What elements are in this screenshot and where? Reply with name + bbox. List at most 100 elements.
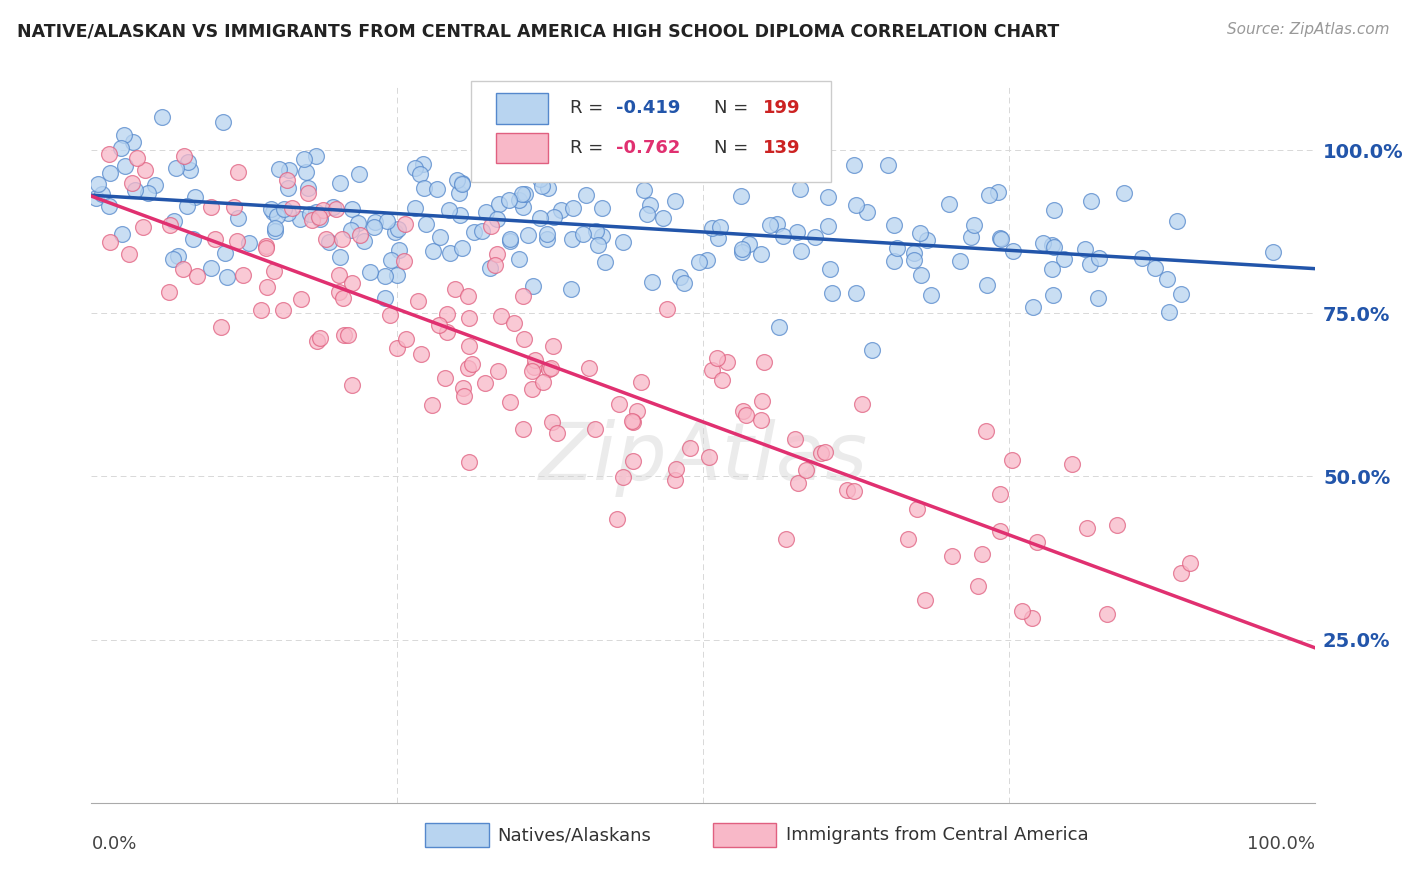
Point [404,161,426,176]
Point [359,265,381,279]
Point [949,253,972,268]
Point [273,202,295,217]
Point [963,218,986,232]
Point [512,289,534,303]
Point [384,225,406,239]
FancyBboxPatch shape [496,133,548,163]
Point [508,252,530,267]
Point [488,197,510,211]
Point [486,247,509,261]
Point [336,328,359,343]
Point [277,206,299,220]
Point [1062,457,1084,471]
Point [1011,604,1033,618]
Text: NATIVE/ALASKAN VS IMMIGRANTS FROM CENTRAL AMERICA HIGH SCHOOL DIPLOMA CORRELATIO: NATIVE/ALASKAN VS IMMIGRANTS FROM CENTRA… [17,22,1059,40]
Point [232,268,254,283]
Point [540,360,562,375]
Point [457,360,479,375]
Point [612,470,634,484]
Point [479,219,502,233]
Point [377,213,399,227]
Point [1021,611,1043,625]
Point [976,277,998,292]
Point [512,200,534,214]
Point [458,339,481,353]
Point [226,234,249,248]
Point [1157,305,1180,319]
Point [585,224,607,238]
Point [305,148,328,162]
Point [124,183,146,197]
Point [1040,261,1063,276]
Point [641,275,664,289]
Point [1076,521,1098,535]
Point [990,232,1012,246]
Point [702,220,724,235]
Point [111,227,134,241]
Point [1032,236,1054,251]
Point [269,162,291,177]
Point [122,135,145,149]
Point [510,186,533,201]
Point [489,310,512,324]
Point [332,291,354,305]
Point [749,247,772,261]
Point [503,316,526,330]
Point [814,445,837,459]
Point [498,193,520,207]
Point [595,163,617,178]
Point [457,454,479,468]
Point [1095,607,1118,622]
Point [655,301,678,316]
Point [200,260,222,275]
Point [578,360,600,375]
Point [325,202,347,217]
Point [915,233,938,247]
Point [150,111,173,125]
Point [426,182,449,196]
Point [329,250,352,264]
Point [734,409,756,423]
Point [664,473,686,487]
Point [474,376,496,390]
Point [429,318,451,332]
Point [591,202,613,216]
Point [387,222,409,236]
FancyBboxPatch shape [713,823,776,847]
Point [959,230,981,244]
Text: 199: 199 [763,99,800,118]
Point [910,226,932,240]
FancyBboxPatch shape [426,823,489,847]
Point [531,375,554,389]
Point [794,463,817,477]
Point [415,217,437,231]
Point [835,483,858,498]
Text: Immigrants from Central America: Immigrants from Central America [786,826,1088,844]
Point [436,307,458,321]
Point [673,276,696,290]
Point [709,220,731,235]
Point [353,234,375,248]
Point [315,232,337,246]
Point [988,487,1011,501]
Point [593,161,616,175]
Text: 0.0%: 0.0% [91,835,136,853]
Point [264,221,287,235]
Point [702,363,724,377]
Point [308,331,330,345]
Point [449,186,471,201]
Point [84,191,107,205]
Point [486,212,509,227]
Point [450,176,472,190]
Point [606,512,628,526]
Point [1156,272,1178,286]
Point [664,194,686,208]
Point [905,502,928,516]
Point [349,228,371,243]
Point [633,183,655,197]
Point [967,579,990,593]
Point [697,450,720,464]
Point [498,232,520,246]
Point [125,151,148,165]
Point [380,253,402,268]
